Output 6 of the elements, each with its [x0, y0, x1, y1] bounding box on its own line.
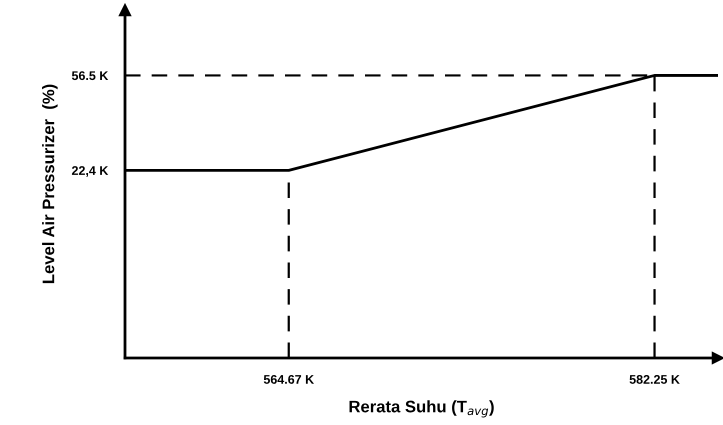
x-axis-title: Rerata Suhu (T$_{avg}$) [350, 400, 494, 418]
x-tick-label: 564.67 K [264, 374, 314, 384]
y-tick-label: 22,4 K [72, 166, 108, 177]
y-axis-title: Level Air Pressurizer (%) [42, 84, 58, 284]
x-tick-label: 582.25 K [630, 374, 680, 384]
y-tick-label: 56.5 K [72, 71, 108, 80]
